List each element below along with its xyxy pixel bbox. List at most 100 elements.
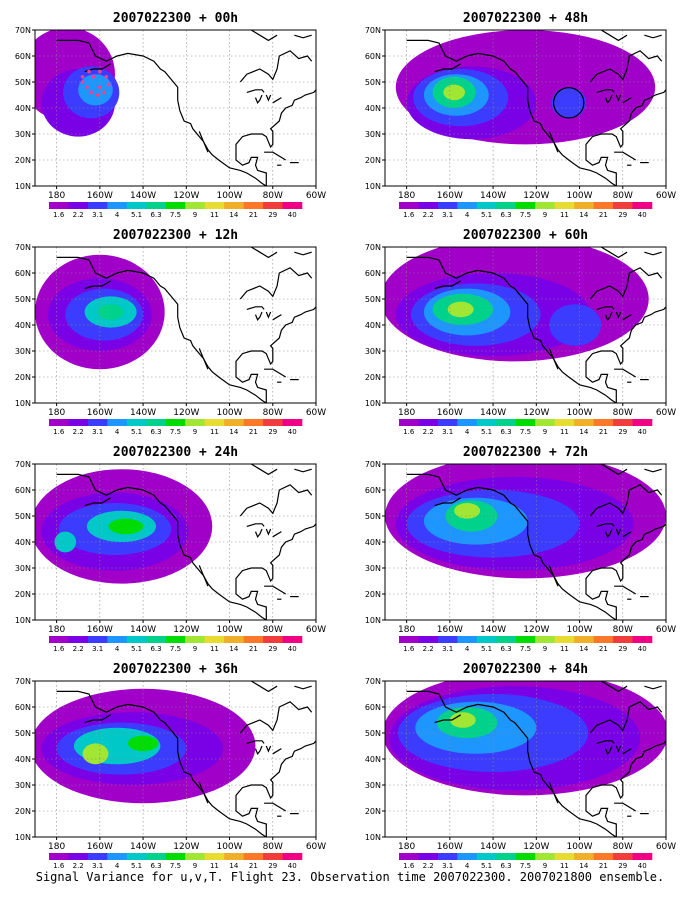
lon-tick-label: 100W	[216, 842, 242, 852]
colorbar-label: 29	[268, 862, 277, 870]
colorbar-swatch	[418, 636, 439, 643]
colorbar-label: 21	[249, 862, 258, 870]
colorbar-swatch	[496, 419, 517, 426]
coastline	[614, 585, 637, 595]
colorbar-label: 9	[543, 211, 547, 219]
coastline	[264, 585, 287, 595]
coastline	[272, 748, 282, 755]
coastline	[56, 256, 267, 403]
panel-title: 2007022300 + 00h	[113, 11, 238, 26]
map-panel: 2007022300 + 48h 10N 20N 30N 40N 50N 60N 70N 180…	[365, 11, 676, 219]
lat-tick-label: 40N	[365, 755, 381, 764]
lat-tick-label: 10N	[365, 833, 381, 842]
colorbar-swatch	[476, 853, 497, 860]
colorbar-label: 14	[229, 211, 238, 219]
target-observation-dot	[87, 69, 91, 74]
coastline	[596, 523, 615, 527]
lon-tick-label: 100W	[566, 625, 592, 635]
colorbar-label: 9	[193, 645, 197, 653]
colorbar-swatch	[165, 853, 186, 860]
coastline	[614, 368, 637, 378]
lat-tick-label: 30N	[15, 564, 31, 573]
variance-region	[127, 735, 159, 752]
colorbar-label: 21	[599, 428, 608, 436]
colorbar-label: 2.2	[73, 862, 84, 870]
colorbar-swatch	[204, 419, 225, 426]
coastline	[254, 745, 263, 755]
colorbar-label: 4	[115, 211, 120, 219]
colorbar-swatch	[282, 419, 303, 426]
colorbar-label: 29	[618, 645, 627, 653]
colorbar-label: 7.5	[520, 211, 531, 219]
colorbar-label: 2.2	[423, 211, 434, 219]
colorbar-label: 4	[465, 862, 470, 870]
coastline	[254, 528, 263, 538]
lon-tick-label: 140W	[130, 625, 156, 635]
coastline	[615, 745, 622, 753]
lat-tick-label: 10N	[365, 399, 381, 408]
colorbar-label: 6.3	[150, 428, 161, 436]
lat-tick-label: 10N	[15, 399, 31, 408]
map-panel: 2007022300 + 36h 10N 20N 30N 40N 50N 60N 70N 180…	[15, 662, 326, 870]
target-observation-dot	[91, 75, 96, 79]
map-panel: 2007022300 + 00h 10N 20N 30N 40N 50N 60N 70N 180…	[15, 11, 326, 219]
lat-tick-label: 40N	[365, 321, 381, 330]
lon-tick-label: 100W	[566, 408, 592, 418]
lat-tick-label: 70N	[365, 26, 381, 35]
colorbar-swatch	[632, 636, 653, 643]
colorbar-label: 1.6	[403, 645, 415, 653]
colorbar-label: 21	[599, 211, 608, 219]
colorbar-label: 14	[579, 211, 588, 219]
lat-tick-label: 60N	[15, 486, 31, 495]
colorbar-swatch	[418, 419, 439, 426]
lon-tick-label: 160W	[87, 191, 113, 201]
colorbar-swatch	[185, 636, 205, 643]
colorbar-label: 6.3	[500, 211, 511, 219]
colorbar-label: 11	[560, 428, 569, 436]
colorbar-swatch	[535, 853, 555, 860]
lat-tick-label: 60N	[365, 703, 381, 712]
colorbar-swatch	[282, 853, 303, 860]
colorbar-label: 29	[618, 862, 627, 870]
variance-region	[447, 301, 474, 318]
colorbar-label: 3.1	[92, 211, 103, 219]
colorbar-swatch	[87, 419, 108, 426]
coastline	[265, 528, 272, 536]
lon-tick-label: 80W	[613, 842, 633, 852]
coastline	[614, 802, 637, 812]
colorbar-swatch	[185, 419, 205, 426]
variance-region	[54, 531, 77, 553]
coastline	[198, 131, 209, 153]
colorbar-label: 4	[465, 428, 470, 436]
colorbar-label: 4	[115, 428, 120, 436]
colorbar-label: 14	[579, 645, 588, 653]
colorbar-label: 2.2	[423, 645, 434, 653]
colorbar-swatch	[535, 636, 555, 643]
colorbar-label: 9	[193, 211, 197, 219]
colorbar-swatch	[68, 419, 89, 426]
colorbar-swatch	[632, 853, 653, 860]
coastline	[585, 89, 666, 186]
coastline	[548, 131, 559, 153]
lat-tick-label: 30N	[365, 564, 381, 573]
coastline	[644, 468, 662, 473]
lat-tick-label: 70N	[365, 677, 381, 686]
lat-tick-label: 60N	[365, 269, 381, 278]
coastline	[272, 314, 282, 321]
colorbar-label: 40	[288, 862, 297, 870]
lon-tick-label: 180	[398, 842, 415, 852]
colorbar-label: 5.1	[481, 862, 492, 870]
colorbar-swatch	[165, 202, 186, 209]
colorbar-label: 14	[229, 428, 238, 436]
coastline	[294, 468, 312, 473]
target-observation-dot	[106, 82, 111, 87]
lat-tick-label: 70N	[365, 460, 381, 469]
colorbar-label: 9	[543, 645, 547, 653]
panel-title: 2007022300 + 72h	[463, 445, 588, 460]
colorbar-swatch	[263, 202, 283, 209]
colorbar-label: 21	[599, 862, 608, 870]
target-observation-dot	[85, 85, 89, 89]
coastline	[604, 528, 613, 538]
coastline	[250, 681, 278, 693]
colorbar-swatch	[632, 202, 653, 209]
